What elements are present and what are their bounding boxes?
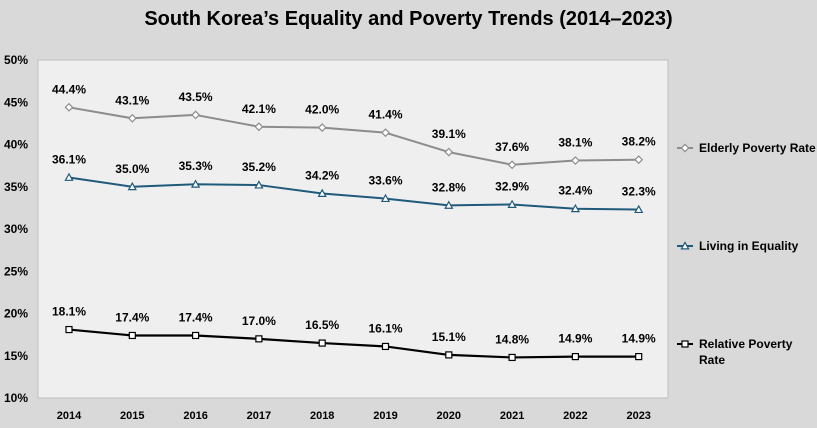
data-label: 32.4% — [558, 184, 592, 198]
data-point — [381, 128, 390, 138]
data-point — [508, 353, 516, 362]
data-label: 17.4% — [179, 310, 213, 324]
data-point — [317, 188, 327, 197]
data-point — [381, 342, 390, 351]
data-point — [570, 156, 580, 166]
series-line — [68, 106, 639, 166]
x-tick-label: 2020 — [437, 410, 461, 422]
data-label: 33.6% — [368, 174, 402, 188]
data-point — [507, 199, 517, 208]
x-tick-label: 2016 — [183, 410, 207, 422]
data-point — [444, 200, 454, 209]
x-tick-label: 2019 — [373, 410, 397, 422]
legend-label: Relative Poverty — [699, 337, 793, 351]
data-point — [634, 155, 644, 165]
data-point — [635, 352, 643, 361]
data-point — [680, 143, 690, 153]
data-label: 32.3% — [622, 185, 656, 199]
data-point — [191, 110, 201, 120]
data-point — [380, 193, 391, 203]
data-label: 17.4% — [115, 310, 149, 324]
y-tick-label: 45% — [4, 95, 28, 109]
data-label: 44.4% — [52, 82, 86, 96]
x-tick-label: 2022 — [563, 410, 587, 422]
data-label: 14.9% — [622, 332, 656, 346]
data-label: 38.1% — [558, 136, 592, 150]
data-point — [254, 122, 264, 132]
data-label: 18.1% — [52, 305, 86, 319]
data-point — [127, 113, 137, 123]
series-line — [68, 328, 639, 359]
legend-entry: Living in Equality — [677, 239, 799, 253]
y-tick-label: 25% — [4, 264, 28, 278]
legend-entry: Elderly Poverty Rate — [677, 141, 816, 155]
data-point — [444, 147, 454, 157]
series-relative-poverty-rate: 18.1% 17.4% 17.4% 17.0% 16.5% 16.1% 15.1% 14.8%… — [52, 305, 656, 362]
data-point — [190, 179, 201, 188]
data-label: 34.2% — [305, 169, 339, 183]
data-label: 16.1% — [368, 321, 402, 335]
x-tick-label: 2015 — [120, 410, 144, 422]
series-living-in-equality: 36.1% 35.0% 35.3% 35.2% 34.2% 33.6% 32.8% 32.9%… — [52, 152, 656, 214]
data-point — [64, 102, 74, 112]
data-label: 14.8% — [495, 332, 529, 346]
data-label: 35.0% — [115, 162, 149, 176]
data-label: 14.9% — [558, 332, 592, 346]
data-label: 35.3% — [179, 159, 213, 173]
data-label: 43.5% — [179, 90, 213, 104]
data-label: 42.1% — [242, 102, 276, 116]
series-line — [68, 176, 639, 211]
data-point — [127, 181, 137, 191]
x-tick-label: 2018 — [310, 410, 334, 422]
data-point — [570, 203, 581, 213]
data-point — [318, 339, 326, 347]
y-tick-label: 30% — [4, 222, 28, 236]
data-point — [254, 180, 264, 189]
data-label: 32.9% — [495, 179, 529, 193]
data-point — [507, 160, 517, 170]
data-label: 15.1% — [432, 330, 466, 344]
x-tick-label: 2021 — [500, 410, 524, 422]
data-label: 43.1% — [115, 93, 149, 107]
data-point — [445, 351, 453, 359]
y-tick-label: 15% — [4, 349, 28, 363]
data-label: 17.0% — [242, 314, 276, 328]
plot-area — [37, 59, 669, 399]
chart-title: South Korea’s Equality and Poverty Trend… — [144, 8, 673, 30]
data-point — [681, 340, 689, 348]
data-point — [255, 335, 263, 343]
y-tick-label: 40% — [4, 138, 28, 152]
x-tick-label: 2023 — [626, 410, 650, 422]
y-tick-label: 35% — [4, 180, 28, 194]
data-point — [571, 352, 580, 361]
data-label: 32.8% — [432, 180, 466, 194]
y-tick-label: 20% — [4, 307, 28, 321]
data-point — [192, 331, 200, 340]
legend-label: Elderly Poverty Rate — [699, 141, 816, 155]
series-elderly-poverty-rate: 44.4% 43.1% 43.5% 42.1% 42.0% 41.4% 39.1% 37.6%… — [52, 82, 656, 170]
legend-entry: Relative Poverty Rate — [677, 337, 793, 367]
x-tick-label: 2017 — [247, 410, 271, 422]
data-point — [634, 204, 644, 214]
data-label: 39.1% — [432, 127, 466, 141]
data-point — [128, 331, 136, 340]
data-label: 35.2% — [242, 160, 276, 174]
data-label: 37.6% — [495, 140, 529, 154]
data-point — [317, 123, 327, 133]
data-label: 42.0% — [305, 103, 339, 117]
data-label: 16.5% — [305, 318, 339, 332]
y-tick-label: 50% — [4, 53, 28, 67]
legend-label: Living in Equality — [699, 239, 799, 253]
data-label: 41.4% — [368, 108, 402, 122]
data-label: 38.2% — [622, 135, 656, 149]
legend-label: Rate — [699, 353, 725, 367]
data-point — [65, 325, 73, 334]
data-label: 36.1% — [52, 152, 86, 166]
x-tick-label: 2014 — [57, 410, 82, 422]
y-tick-label: 10% — [4, 391, 28, 405]
data-point — [680, 241, 690, 250]
data-point — [64, 172, 74, 181]
